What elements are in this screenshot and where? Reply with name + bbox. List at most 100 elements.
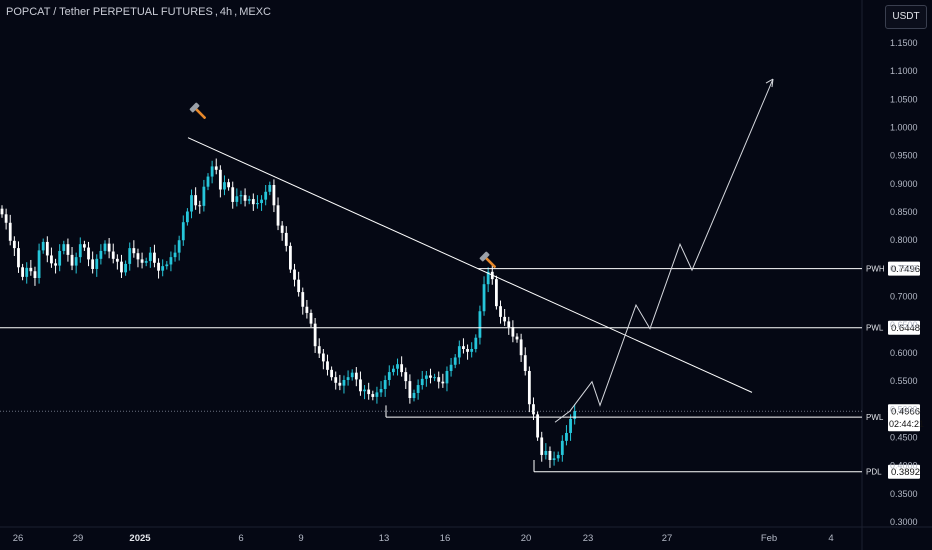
time-tick-label: 13 [379, 533, 390, 544]
candle-body [218, 169, 222, 190]
candle-body [499, 306, 502, 317]
candle-body [309, 312, 313, 324]
candle-body [12, 240, 16, 249]
candle-body [412, 392, 416, 399]
candle-body [548, 450, 552, 461]
hammer-icons [189, 102, 496, 268]
candle-body [569, 418, 572, 433]
candle-body [8, 222, 12, 241]
price-tick-label: 1.0500 [890, 94, 918, 104]
candle-body [214, 166, 218, 170]
projection-path [554, 78, 774, 423]
candle-body [115, 258, 119, 262]
candle-body [424, 375, 428, 379]
candle-body [144, 261, 148, 263]
candle-body [17, 248, 20, 268]
hammer-handle [485, 257, 496, 268]
candle-body [482, 284, 486, 312]
time-tick-label: 23 [583, 533, 594, 544]
candle-body [313, 323, 317, 347]
chart-title: POPCAT / Tether PERPETUAL FUTURES, 4h, MEX… [6, 6, 271, 18]
hammer-handle [195, 108, 206, 119]
candle-body [78, 244, 82, 258]
candle-body [95, 258, 99, 269]
candle-body [342, 379, 346, 386]
price-tick-label: 0.7000 [890, 292, 918, 302]
hammer-icon [189, 102, 206, 119]
candle-body [190, 195, 193, 212]
candle-body [206, 176, 210, 187]
candle-body [293, 269, 296, 280]
candle-body [276, 205, 280, 226]
candle-body [194, 195, 198, 206]
candle-body [284, 232, 288, 246]
candle-body [466, 348, 469, 352]
candle-body [449, 364, 453, 371]
candle-body [21, 267, 24, 277]
candle-body [350, 372, 354, 378]
candle-body [157, 262, 160, 271]
candle-body [54, 263, 57, 266]
candle-body [326, 361, 329, 370]
candle-body [317, 346, 321, 354]
candle-body [120, 261, 123, 273]
arrow-head [765, 78, 774, 88]
price-tick-label: 1.0000 [890, 123, 918, 133]
candle-body [231, 187, 235, 202]
hammer-icon [479, 251, 496, 268]
hammer-head [189, 102, 200, 113]
candle-body [132, 248, 136, 254]
level-value: 0.6448 [891, 323, 920, 334]
candle-body [239, 195, 243, 197]
candle-body [544, 450, 548, 455]
candle-body [387, 372, 391, 380]
candle-body [495, 279, 498, 307]
candle-body [305, 306, 309, 313]
candle-body [74, 257, 78, 266]
price-axis[interactable]: 1.1500 1.1000 1.0500 1.0000 0.9500 0.9000 0.85… [890, 38, 918, 527]
price-tick-label: 0.6500 [890, 320, 918, 330]
candle-body [515, 336, 519, 340]
candle-body [367, 389, 371, 395]
price-tick-label: 0.9000 [890, 179, 918, 189]
time-tick-label: 27 [662, 533, 673, 544]
candle-body [503, 316, 507, 322]
candle-body [66, 244, 70, 255]
candle-body [359, 379, 362, 392]
hammer-head [479, 251, 490, 262]
candle-body [251, 199, 255, 205]
level-name: PWH [866, 265, 885, 274]
candle-body [45, 241, 49, 256]
candle-body [363, 389, 366, 392]
candle-body [186, 211, 189, 223]
level-value-box [888, 464, 920, 479]
candle-body [169, 257, 173, 265]
candle-body [330, 369, 333, 378]
candle-body [177, 240, 181, 253]
candle-body [83, 244, 86, 248]
time-tick-label: Feb [761, 533, 777, 544]
currency-unit-button[interactable]: USDT [885, 5, 927, 29]
price-tick-label: 0.5500 [890, 376, 918, 386]
candle-body [527, 370, 531, 405]
level-value-box [888, 320, 920, 335]
candle-body [87, 247, 90, 260]
candle-body [181, 222, 185, 241]
candle-body [375, 392, 379, 397]
price-tick-label: 1.1500 [890, 38, 918, 48]
candle-body [573, 410, 577, 419]
candles [0, 158, 577, 468]
candle-body [91, 259, 95, 269]
candle-body [416, 385, 420, 393]
candle-body [532, 404, 535, 415]
time-axis[interactable]: 26 29 2025 6 9 13 16 20 23 27 Feb 4 [13, 533, 834, 544]
candle-body [474, 337, 478, 349]
candle-body [268, 185, 272, 192]
price-tick-label: 0.4500 [890, 432, 918, 442]
candle-body [408, 381, 412, 399]
candle-body [280, 225, 284, 233]
price-tick-label: 0.5000 [890, 404, 918, 414]
exchange: MEXC [239, 6, 271, 18]
